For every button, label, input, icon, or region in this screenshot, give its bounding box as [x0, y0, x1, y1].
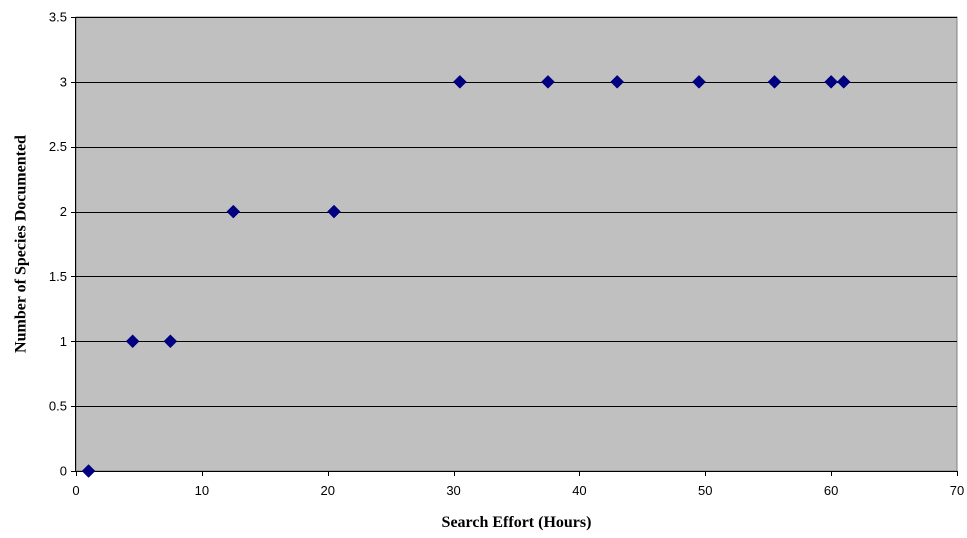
y-tick-label: 2 — [60, 204, 67, 219]
x-axis-ticks: 0 10 20 30 40 50 60 70 — [72, 471, 964, 498]
x-tick-label: 40 — [572, 483, 586, 498]
y-axis-ticks: 0 0.5 1 1.5 2 2.5 3 3.5 — [49, 10, 76, 479]
x-tick-label: 0 — [72, 483, 79, 498]
data-point — [226, 204, 241, 219]
x-tick-label: 10 — [195, 483, 209, 498]
data-point — [327, 204, 341, 219]
gridlines — [76, 17, 957, 407]
y-tick-label: 3.5 — [49, 10, 67, 25]
data-point — [692, 75, 706, 89]
data-point — [610, 75, 625, 89]
y-tick-label: 2.5 — [49, 139, 67, 154]
data-point — [836, 75, 851, 89]
x-tick-label: 50 — [698, 483, 712, 498]
y-axis-title: Number of Species Documented — [13, 135, 30, 353]
x-tick-label: 70 — [950, 483, 964, 498]
data-point — [163, 334, 178, 349]
x-tick-label: 20 — [320, 483, 334, 498]
x-tick-label: 30 — [446, 483, 460, 498]
data-point — [125, 334, 140, 349]
y-tick-label: 0.5 — [49, 399, 67, 414]
data-point — [824, 75, 838, 89]
y-tick-label: 1 — [60, 334, 67, 349]
data-point — [453, 75, 467, 89]
data-points — [81, 75, 851, 478]
data-point — [767, 75, 782, 89]
axes — [75, 17, 957, 472]
y-tick-label: 3 — [60, 74, 67, 89]
x-tick-label: 60 — [824, 483, 838, 498]
data-point — [81, 464, 96, 478]
y-tick-label: 0 — [60, 464, 67, 479]
data-point — [541, 75, 555, 89]
plot-area — [75, 16, 958, 472]
y-tick-label: 1.5 — [49, 269, 67, 284]
x-axis-title: Search Effort (Hours) — [442, 514, 592, 531]
